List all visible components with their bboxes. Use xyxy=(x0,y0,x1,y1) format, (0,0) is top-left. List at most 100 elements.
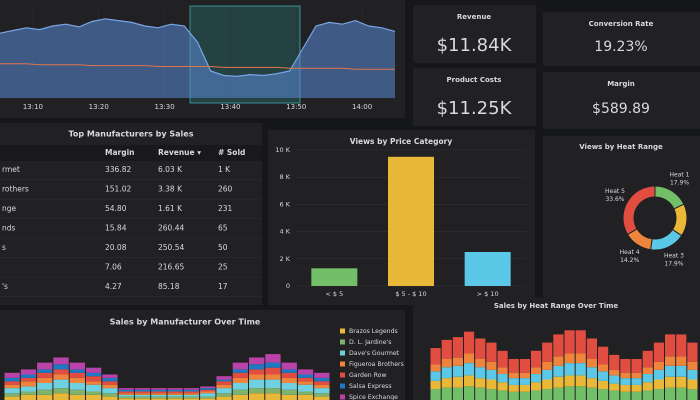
stacked-bar-segment xyxy=(37,383,53,390)
column-header[interactable]: Revenue ▾ xyxy=(158,148,201,157)
stacked-bar-segment xyxy=(134,388,151,390)
stacked-bar-segment xyxy=(631,378,642,385)
y-tick-label: 2 K xyxy=(280,255,291,263)
stacked-bar-segment xyxy=(69,377,85,383)
stacked-bar-segment xyxy=(183,389,200,392)
cell: 4.27 xyxy=(105,282,122,291)
panel-title: Sales by Heat Range Over Time xyxy=(494,302,619,310)
stacked-bar-segment xyxy=(167,394,183,397)
stacked-bar-segment xyxy=(134,393,151,395)
panel xyxy=(413,5,536,63)
stacked-bar-segment xyxy=(216,396,232,400)
stacked-bar-segment xyxy=(441,378,452,388)
stacked-bar-segment xyxy=(687,379,698,390)
stacked-bar-segment xyxy=(69,389,85,395)
stacked-bar-segment xyxy=(687,342,698,362)
stacked-bar-segment xyxy=(37,394,53,400)
cell: 85.18 xyxy=(158,282,180,291)
slice-name: Heat 3 xyxy=(664,252,684,259)
stacked-bar-segment xyxy=(118,389,134,392)
x-tick-label: 13:30 xyxy=(154,103,174,111)
stacked-bar-segment xyxy=(620,359,631,373)
panel xyxy=(543,72,700,129)
x-tick-label: < $ 5 xyxy=(325,290,343,298)
row-name: 's xyxy=(2,282,8,291)
stacked-bar-segment xyxy=(653,389,664,400)
stacked-bar-segment xyxy=(265,374,281,380)
stacked-bar-segment xyxy=(314,377,330,382)
stacked-bar-segment xyxy=(653,369,664,380)
stacked-bar-segment xyxy=(531,390,542,400)
stacked-bar-segment xyxy=(232,394,248,400)
stacked-bar-segment xyxy=(665,356,676,366)
stacked-bar-segment xyxy=(609,369,620,376)
stacked-bar-segment xyxy=(102,384,118,389)
stacked-bar-segment xyxy=(519,372,530,379)
x-tick-label: 13:20 xyxy=(89,103,109,111)
stacked-bar-segment xyxy=(297,384,314,392)
stacked-bar-segment xyxy=(575,375,586,387)
stacked-bar-segment xyxy=(676,365,687,377)
stacked-bar-segment xyxy=(519,384,530,392)
x-tick-label: 13:50 xyxy=(286,103,306,111)
legend-label[interactable]: Brazos Legends xyxy=(349,328,398,335)
stacked-bar-segment xyxy=(134,398,151,400)
stacked-bar-segment xyxy=(151,393,167,395)
y-tick-label: 8 K xyxy=(280,173,291,181)
cell: 65 xyxy=(218,224,228,233)
column-header[interactable]: # Sold xyxy=(218,148,245,157)
stacked-bar-segment xyxy=(281,372,297,378)
stacked-bar-segment xyxy=(297,394,314,400)
stacked-bar-segment xyxy=(486,369,497,380)
stacked-bar-segment xyxy=(265,379,281,389)
legend-label[interactable]: Dave's Gourmet xyxy=(349,350,400,357)
cell: 3.38 K xyxy=(158,185,183,194)
stacked-bar-segment xyxy=(265,388,281,394)
stacked-bar-segment xyxy=(20,377,37,382)
stacked-bar-segment xyxy=(167,398,183,400)
stacked-bar-segment xyxy=(4,384,20,389)
x-tick-label: 13:40 xyxy=(220,103,240,111)
stacked-bar-segment xyxy=(216,376,232,380)
legend-label[interactable]: Figueroa Brothers xyxy=(349,361,404,368)
stacked-bar-segment xyxy=(151,388,167,390)
stacked-bar-segment xyxy=(676,356,687,366)
legend-label[interactable]: Garden Row xyxy=(349,372,387,379)
stacked-bar-segment xyxy=(620,384,631,392)
x-tick-label: 13:10 xyxy=(23,103,43,111)
row-name: rmet xyxy=(2,165,20,174)
cell: 54.80 xyxy=(105,204,127,213)
stacked-bar-segment xyxy=(609,383,620,391)
legend-label[interactable]: D. L. Jardine's xyxy=(349,339,391,346)
cell: 1 K xyxy=(218,165,231,174)
area xyxy=(0,18,395,98)
stacked-bar-segment xyxy=(497,367,508,375)
cell: 15.84 xyxy=(105,224,127,233)
stacked-bar-segment xyxy=(620,391,631,400)
stacked-bar-segment xyxy=(167,393,183,395)
stacked-bar-segment xyxy=(653,361,664,370)
stacked-bar-segment xyxy=(249,379,265,389)
stacked-bar-segment xyxy=(642,367,653,375)
y-tick-label: 10 K xyxy=(275,146,290,154)
stacked-bar-segment xyxy=(4,381,20,385)
stacked-bar-segment xyxy=(642,374,653,383)
stacked-bar-segment xyxy=(4,388,20,394)
stacked-bar-segment xyxy=(609,390,620,400)
column-header[interactable]: Margin xyxy=(105,148,135,157)
stacked-bar-segment xyxy=(151,394,167,397)
stacked-bar-segment xyxy=(281,362,297,370)
stacked-bar-segment xyxy=(20,374,37,378)
panel xyxy=(543,136,700,300)
stacked-bar-segment xyxy=(20,386,37,392)
cell: 216.65 xyxy=(158,263,184,272)
stat-label: Conversion Rate xyxy=(589,20,654,28)
stacked-bar-segment xyxy=(118,388,134,390)
slice-name: Heat 4 xyxy=(620,249,640,256)
legend-label[interactable]: Salsa Express xyxy=(349,383,392,390)
stacked-bar-segment xyxy=(620,372,631,379)
stacked-bar-segment xyxy=(281,369,297,373)
panel-title: Sales by Manufacturer Over Time xyxy=(110,318,261,327)
stacked-bar-segment xyxy=(53,374,69,380)
legend-label[interactable]: Spice Exchange xyxy=(349,394,398,400)
